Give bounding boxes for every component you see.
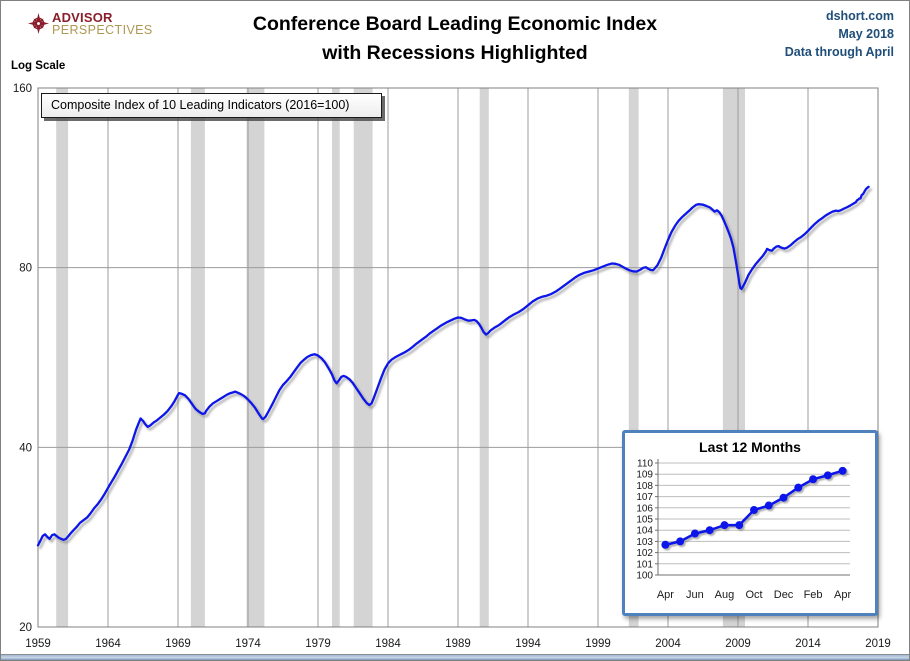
x-axis-tick-label: 2009 [725, 638, 751, 650]
legend-label: Composite Index of 10 Leading Indicators… [51, 98, 350, 112]
inset-data-point [838, 466, 847, 475]
recession-band [479, 88, 489, 627]
y-axis-tick-label: 40 [19, 442, 32, 454]
logo-brand-perspectives: PERSPECTIVES [52, 23, 153, 37]
bottom-accent-bar [1, 654, 909, 660]
lei-line-series [36, 185, 870, 547]
x-axis-tick-label: 1959 [25, 638, 51, 650]
inset-data-point [720, 521, 729, 530]
y-axis-tick-label: 20 [19, 622, 32, 634]
inset-data-point [705, 526, 714, 535]
x-axis-tick-label: 2019 [865, 638, 891, 650]
recession-band [246, 88, 265, 627]
inset-y-tick-label: 107 [636, 492, 653, 503]
legend-box: Composite Index of 10 Leading Indicators… [41, 93, 382, 118]
x-axis-tick-label: 1969 [165, 638, 191, 650]
inset-data-point [794, 483, 803, 492]
source-date: May 2018 [838, 27, 894, 41]
inset-y-tick-label: 103 [636, 537, 653, 548]
x-axis-tick-label: 1989 [445, 638, 471, 650]
inset-data-point [735, 521, 744, 530]
y-axis-tick-label: 80 [19, 263, 32, 275]
inset-y-tick-label: 105 [636, 515, 653, 526]
inset-x-tick-label: Apr [834, 589, 851, 601]
source-note: Data through April [784, 45, 894, 59]
inset-x-tick-label: Feb [804, 589, 823, 601]
chart-title-line2: with Recessions Highlighted [322, 42, 588, 64]
chart-title-line1: Conference Board Leading Economic Index [252, 13, 658, 35]
log-scale-label: Log Scale [11, 60, 66, 72]
recession-band [190, 88, 205, 627]
inset-data-point [661, 540, 670, 549]
inset-data-point [779, 493, 788, 502]
inset-data-point [823, 471, 832, 480]
x-axis-tick-label: 1974 [235, 638, 261, 650]
inset-x-tick-label: Aug [715, 589, 735, 601]
inset-y-tick-label: 110 [637, 459, 653, 470]
inset-data-point [690, 529, 699, 538]
inset-y-tick-label: 108 [636, 481, 653, 492]
logo-brand-advisor: ADVISOR [52, 10, 113, 25]
inset-y-tick-label: 100 [636, 571, 653, 582]
inset-data-point [676, 537, 685, 546]
chart-title: Conference Board Leading Economic Index … [1, 10, 909, 68]
inset-y-tick-label: 102 [636, 548, 653, 559]
inset-title: Last 12 Months [699, 439, 801, 455]
inset-x-tick-label: Jun [686, 589, 704, 601]
x-axis-tick-label: 1984 [375, 638, 401, 650]
inset-y-tick-label: 101 [636, 559, 653, 570]
recession-band [353, 88, 373, 627]
source-block: dshort.com May 2018 Data through April [785, 7, 894, 61]
inset-y-tick-label: 109 [636, 470, 653, 481]
plot-border [37, 87, 879, 628]
compass-rose-icon [27, 12, 50, 35]
inset-data-point [764, 501, 773, 510]
recession-band [56, 88, 69, 627]
recession-band [332, 88, 340, 627]
inset-data-point [750, 506, 758, 515]
x-axis-tick-label: 1964 [95, 638, 121, 650]
x-axis-tick-label: 2014 [795, 638, 821, 650]
source-site: dshort.com [825, 9, 894, 23]
inset-line-series [661, 466, 847, 549]
inset-y-tick-label: 106 [636, 503, 653, 514]
recession-band [628, 88, 639, 627]
advisor-perspectives-logo: ADVISOR PERSPECTIVES [27, 11, 153, 37]
x-axis-tick-label: 2004 [655, 638, 681, 650]
x-axis-tick-label: 1999 [585, 638, 611, 650]
inset-chart-box: Last 12 Months 100 101 102 103 104 105 106 107 1… [622, 430, 878, 616]
inset-x-tick-label: Oct [745, 589, 762, 601]
inset-x-tick-label: Dec [774, 589, 794, 601]
y-axis-tick-label: 160 [13, 83, 32, 95]
inset-x-tick-label: Apr [657, 589, 674, 601]
inset-data-point [809, 475, 818, 484]
inset-y-tick-label: 104 [636, 526, 653, 537]
x-axis-tick-label: 1979 [305, 638, 331, 650]
x-axis-tick-label: 1994 [515, 638, 541, 650]
